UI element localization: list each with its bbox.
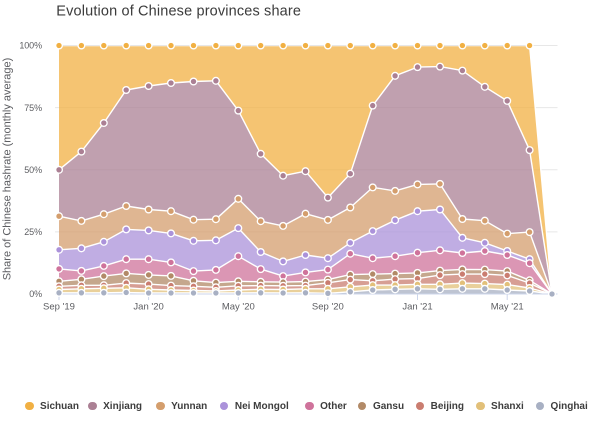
- svg-text:75%: 75%: [24, 103, 42, 113]
- svg-text:25%: 25%: [24, 227, 42, 237]
- svg-text:May '20: May '20: [222, 301, 255, 312]
- svg-text:Evolution of Chinese provinces: Evolution of Chinese provinces share: [56, 3, 301, 19]
- svg-text:Jan '20: Jan '20: [133, 301, 163, 312]
- svg-text:50%: 50%: [24, 165, 42, 175]
- svg-text:May '21: May '21: [491, 301, 524, 312]
- svg-text:Share of Chinese hashrate (mon: Share of Chinese hashrate (monthly avera…: [2, 58, 14, 281]
- svg-text:Sep '19: Sep '19: [43, 301, 75, 312]
- svg-text:Jan '21: Jan '21: [402, 301, 432, 312]
- svg-text:100%: 100%: [19, 41, 42, 51]
- svg-text:Sep '20: Sep '20: [312, 301, 344, 312]
- svg-text:0%: 0%: [29, 289, 42, 299]
